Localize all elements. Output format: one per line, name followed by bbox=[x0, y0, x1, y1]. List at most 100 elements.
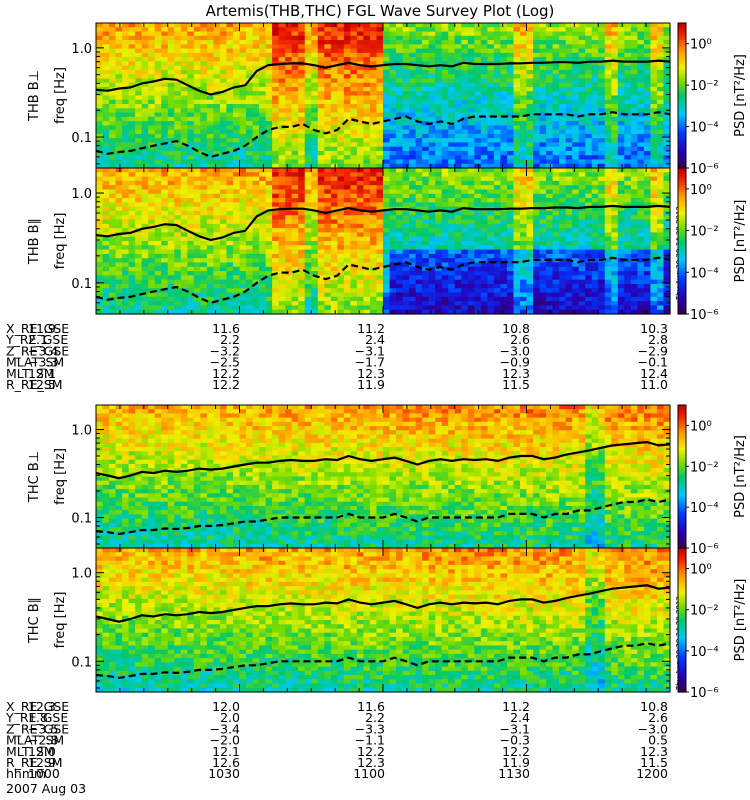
spectrogram-cell bbox=[630, 52, 638, 58]
spectrogram-cell bbox=[200, 65, 208, 71]
spectrogram-cell bbox=[637, 27, 645, 33]
spectrogram-cell bbox=[311, 266, 319, 272]
spectrogram-cell bbox=[598, 121, 606, 126]
spectrogram-cell bbox=[193, 283, 201, 289]
spectrogram-cell bbox=[115, 258, 123, 264]
spectrogram-cell bbox=[304, 69, 312, 75]
spectrogram-cell bbox=[363, 116, 371, 122]
spectrogram-cell bbox=[383, 133, 391, 139]
spectrogram-cell bbox=[311, 27, 319, 33]
spectrogram-cell bbox=[337, 121, 345, 126]
spectrogram-cell bbox=[559, 125, 567, 131]
spectrogram-cell bbox=[389, 185, 397, 191]
spectrogram-cell bbox=[402, 159, 410, 165]
spectrogram-cell bbox=[148, 180, 156, 186]
spectrogram-cell bbox=[278, 159, 286, 165]
spectrogram-cell bbox=[148, 266, 156, 272]
spectrogram-cell bbox=[265, 69, 273, 75]
spectrogram-cell bbox=[363, 82, 371, 88]
spectrogram-cell bbox=[285, 133, 293, 139]
spectrogram-cell bbox=[448, 193, 456, 199]
spectrogram-cell bbox=[343, 65, 351, 71]
spectrogram-cell bbox=[128, 61, 136, 67]
spectrogram-cell bbox=[506, 155, 515, 161]
spectrogram-cell bbox=[435, 61, 443, 67]
spectrogram-cell bbox=[187, 241, 195, 246]
colorbar-cell bbox=[678, 102, 686, 106]
spectrogram-cell bbox=[493, 112, 502, 118]
spectrogram-cell bbox=[409, 185, 417, 191]
spectrogram-cell bbox=[630, 150, 638, 156]
spectrogram-cell bbox=[356, 202, 365, 208]
colorbar-cell bbox=[678, 90, 686, 94]
spectrogram-cell bbox=[396, 168, 404, 173]
spectrogram-cell bbox=[246, 23, 254, 28]
spectrogram-cell bbox=[624, 99, 632, 105]
spectrogram-cell bbox=[102, 210, 110, 216]
spectrogram-cell bbox=[259, 253, 267, 259]
spectrogram-cell bbox=[285, 82, 293, 88]
spectrogram-cell bbox=[232, 309, 241, 315]
spectrogram-cell bbox=[572, 95, 580, 101]
spectrogram-cell bbox=[298, 271, 306, 276]
spectrogram-cell bbox=[278, 116, 286, 122]
spectrogram-cell bbox=[428, 95, 436, 101]
spectrogram-cell bbox=[252, 245, 260, 251]
spectrogram-cell bbox=[337, 193, 345, 199]
spectrogram-cell bbox=[402, 112, 410, 118]
spectrogram-cell bbox=[317, 198, 325, 203]
spectrogram-cell bbox=[200, 288, 208, 294]
spectrogram-cell bbox=[585, 44, 593, 50]
spectrogram-cell bbox=[135, 189, 143, 195]
spectrogram-cell bbox=[441, 91, 449, 97]
spectrogram-cell bbox=[409, 279, 417, 285]
spectrogram-cell bbox=[578, 27, 586, 33]
spectrogram-cell bbox=[454, 150, 462, 156]
spectrogram-cell bbox=[161, 95, 169, 101]
spectrogram-cell bbox=[461, 35, 469, 41]
spectrogram-cell bbox=[272, 253, 280, 259]
spectrogram-cell bbox=[219, 91, 228, 97]
spectrogram-cell bbox=[441, 31, 449, 37]
spectrogram-cell bbox=[219, 228, 228, 234]
spectrogram-cell bbox=[343, 296, 351, 302]
spectrogram-cell bbox=[141, 219, 149, 225]
spectrogram-cell bbox=[487, 129, 495, 135]
spectrogram-cell bbox=[174, 219, 182, 225]
spectrogram-cell bbox=[148, 74, 156, 80]
spectrogram-cell bbox=[180, 95, 188, 101]
spectrogram-cell bbox=[109, 133, 117, 139]
spectrogram-cell bbox=[343, 48, 351, 54]
spectrogram-cell bbox=[213, 249, 221, 255]
spectrogram-cell bbox=[356, 168, 365, 173]
spectrogram-cell bbox=[102, 99, 110, 105]
spectrogram-cell bbox=[128, 176, 136, 182]
spectrogram-cell bbox=[598, 27, 606, 33]
spectrogram-cell bbox=[356, 271, 365, 276]
spectrogram-cell bbox=[246, 236, 254, 242]
spectrogram-cell bbox=[363, 215, 371, 221]
spectrogram-cell bbox=[350, 288, 358, 294]
spectrogram-cell bbox=[630, 125, 638, 131]
spectrogram-cell bbox=[167, 163, 175, 169]
spectrogram-cell bbox=[239, 271, 247, 276]
spectrogram-cell bbox=[122, 27, 130, 33]
spectrogram-cell bbox=[193, 172, 201, 178]
spectrogram-cell bbox=[559, 27, 567, 33]
spectrogram-cell bbox=[154, 301, 162, 307]
spectrogram-cell bbox=[363, 206, 371, 212]
spectrogram-cell bbox=[552, 82, 560, 88]
spectrogram-cell bbox=[422, 95, 430, 101]
spectrogram-cell bbox=[128, 74, 136, 80]
spectrogram-cell bbox=[291, 112, 299, 118]
spectrogram-cell bbox=[285, 91, 293, 97]
spectrogram-cell bbox=[487, 65, 495, 71]
spectrogram-cell bbox=[135, 150, 143, 156]
spectrogram-cell bbox=[285, 292, 293, 298]
spectrogram-cell bbox=[174, 95, 182, 101]
colorbar-tick-label: 10⁻⁶ bbox=[690, 162, 719, 177]
spectrogram-cell bbox=[265, 258, 273, 264]
spectrogram-cell bbox=[363, 163, 371, 169]
spectrogram-cell bbox=[474, 150, 482, 156]
spectrogram-cell bbox=[285, 258, 293, 264]
